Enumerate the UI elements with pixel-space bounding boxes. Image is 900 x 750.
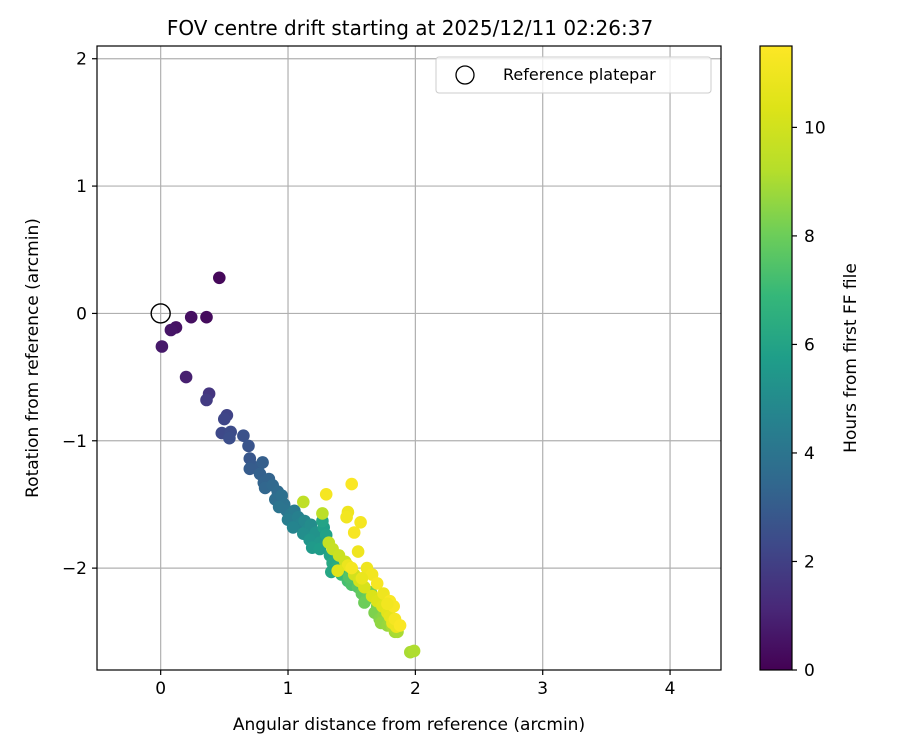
- colorbar-tick-label: 6: [804, 335, 815, 355]
- scatter-point: [370, 577, 384, 590]
- scatter-point: [256, 456, 269, 469]
- scatter-point: [313, 542, 327, 556]
- scatter-point: [200, 310, 213, 324]
- scatter-point: [347, 526, 361, 539]
- scatter-point: [316, 507, 329, 520]
- x-axis-label: Angular distance from reference (arcmin): [233, 715, 585, 735]
- colorbar-tick-label: 10: [804, 118, 826, 138]
- scatter-point: [393, 619, 407, 632]
- scatter-point: [286, 521, 300, 534]
- scatter-point: [351, 545, 365, 558]
- x-tick-label: 0: [155, 679, 166, 699]
- scatter-point: [340, 510, 353, 524]
- scatter-point: [155, 340, 169, 353]
- scatter-point: [179, 370, 193, 384]
- y-tick-label: −2: [62, 559, 87, 579]
- y-axis-ticks: 2 1 0 −1 −2: [62, 50, 97, 579]
- x-tick-label: 4: [665, 679, 676, 699]
- scatter-point: [184, 310, 198, 324]
- scatter-point: [354, 516, 367, 529]
- reference-platepar-marker: [150, 303, 171, 324]
- colorbar-gradient: [760, 46, 792, 670]
- reference-marker-group: [150, 303, 171, 324]
- x-tick-label: 2: [410, 679, 421, 699]
- legend: Reference platepar: [435, 56, 712, 94]
- scatter-point: [237, 429, 250, 443]
- x-tick-label: 1: [283, 679, 294, 699]
- scatter-point: [223, 431, 236, 445]
- y-axis-label: Rotation from reference (arcmin): [23, 218, 43, 498]
- scatter-point: [297, 495, 310, 509]
- scatter-point: [213, 271, 226, 285]
- scatter-point: [164, 323, 178, 337]
- scatter-point: [218, 412, 231, 426]
- colorbar-tick-label: 0: [804, 661, 815, 681]
- legend-box: [435, 56, 712, 94]
- x-axis-ticks: 0 1 2 3 4: [155, 670, 675, 699]
- chart-title: FOV centre drift starting at 2025/12/11 …: [167, 16, 653, 40]
- scatter-point: [381, 597, 394, 611]
- scatter-point: [243, 462, 257, 476]
- plot-frame: [96, 45, 722, 671]
- colorbar-frame: [759, 45, 793, 671]
- scatter-point: [355, 572, 369, 585]
- scatter-point: [345, 561, 359, 575]
- colorbar-tick-label: 2: [804, 552, 815, 572]
- colorbar-label: Hours from first FF file: [841, 263, 861, 453]
- scatter-point: [331, 564, 345, 577]
- legend-label: Reference platepar: [503, 65, 656, 84]
- grid: [97, 46, 721, 670]
- scatter-point: [242, 439, 255, 453]
- legend-marker-icon: [455, 65, 475, 85]
- colorbar-tick-label: 8: [804, 227, 815, 247]
- colorbar-tick-label: 4: [804, 444, 815, 464]
- y-tick-label: 1: [76, 177, 87, 197]
- scatter-point: [272, 500, 286, 514]
- y-tick-label: 2: [76, 50, 87, 70]
- y-tick-label: −1: [62, 432, 87, 452]
- scatter-point: [200, 393, 213, 407]
- y-tick-label: 0: [76, 304, 87, 324]
- data-points: [155, 271, 421, 659]
- scatter-point: [319, 488, 333, 501]
- scatter-point: [345, 477, 359, 491]
- scatter-point: [407, 644, 421, 658]
- colorbar-ticks: 0 2 4 6 8 10: [792, 118, 826, 681]
- colorbar: 0 2 4 6 8 10 Hours from first FF file: [759, 45, 861, 681]
- x-tick-label: 3: [537, 679, 548, 699]
